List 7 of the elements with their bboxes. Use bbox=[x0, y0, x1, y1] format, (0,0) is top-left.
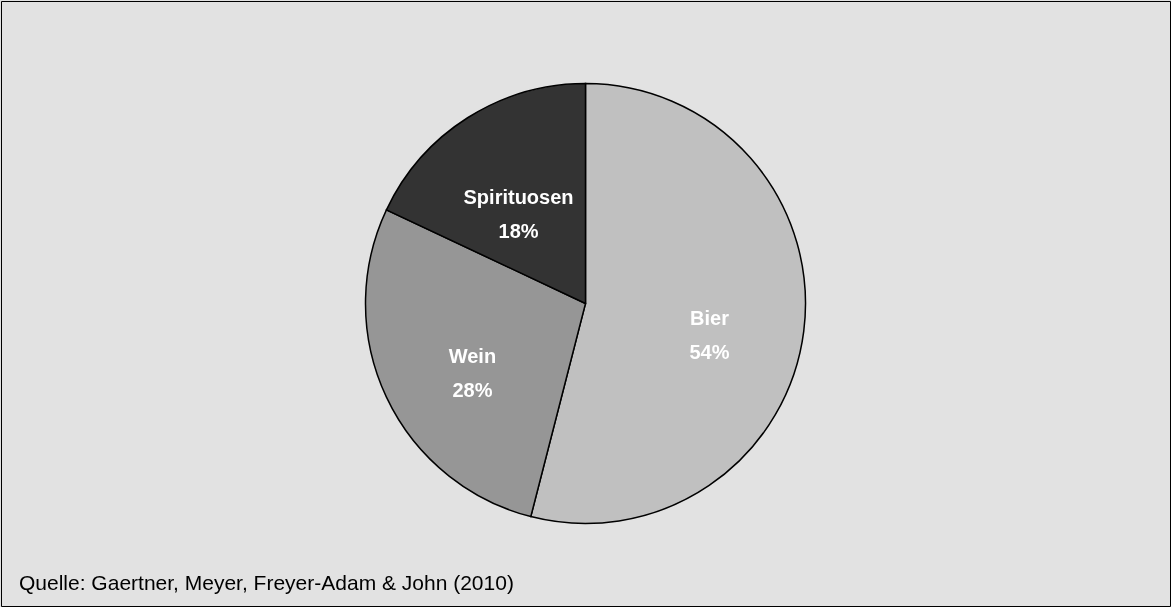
data-label: 18% bbox=[498, 219, 539, 242]
slice-label: Wein bbox=[448, 344, 497, 367]
slice-label: Spirituosen bbox=[463, 185, 574, 208]
source-note: Quelle: Gaertner, Meyer, Freyer-Adam & John (2010) bbox=[19, 571, 514, 594]
data-label: 28% bbox=[452, 378, 493, 401]
slice-label: Bier bbox=[690, 307, 730, 330]
data-label: 54% bbox=[689, 341, 730, 364]
